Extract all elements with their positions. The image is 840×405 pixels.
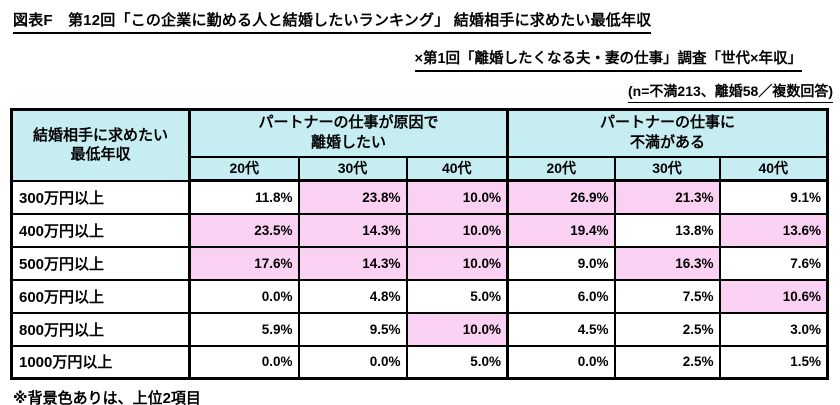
value-cell: 0.0% — [506, 344, 616, 380]
col-header-dissatisfied-30s: 30代 — [613, 156, 721, 182]
col-header-divorce-40s: 40代 — [405, 156, 509, 182]
income-survey-table: 結婚相手に求めたい 最低年収 パートナーの仕事が原因で 離婚したい パートナーの… — [10, 108, 830, 380]
value-cell: 11.8% — [188, 179, 300, 215]
figure-title: 図表F 第12回「この企業に勤める人と結婚したいランキング」 結婚相手に求めたい… — [13, 9, 652, 34]
value-cell: 4.8% — [297, 278, 408, 314]
value-cell: 10.6% — [718, 278, 829, 314]
value-cell: 23.5% — [188, 212, 300, 248]
value-cell: 14.3% — [297, 212, 408, 248]
value-cell: 2.5% — [613, 311, 721, 347]
value-cell: 5.9% — [188, 311, 300, 347]
row-label: 500万円以上 — [10, 245, 191, 281]
value-cell: 6.0% — [506, 278, 616, 314]
row-header-title: 結婚相手に求めたい 最低年収 — [10, 108, 191, 182]
value-cell: 5.0% — [405, 344, 509, 380]
row-label: 300万円以上 — [10, 179, 191, 215]
value-cell: 26.9% — [506, 179, 616, 215]
value-cell: 5.0% — [405, 278, 509, 314]
value-cell: 9.5% — [297, 311, 408, 347]
value-cell: 21.3% — [613, 179, 721, 215]
value-cell: 13.6% — [718, 212, 829, 248]
value-cell: 16.3% — [613, 245, 721, 281]
value-cell: 7.6% — [718, 245, 829, 281]
col-header-dissatisfied-40s: 40代 — [718, 156, 829, 182]
value-cell: 0.0% — [188, 344, 300, 380]
value-cell: 0.0% — [188, 278, 300, 314]
title-row: 図表F 第12回「この企業に勤める人と結婚したいランキング」 結婚相手に求めたい… — [13, 9, 840, 34]
subtitle-row: ×第1回「離婚したくなる夫・妻の仕事」調査「世代×年収」 — [0, 47, 802, 72]
table-row: 500万円以上 17.6% 14.3% 10.0% 9.0% 16.3% 7.6% — [10, 245, 829, 281]
value-cell: 4.5% — [506, 311, 616, 347]
group-header-divorce: パートナーの仕事が原因で 離婚したい — [188, 108, 509, 158]
value-cell: 10.0% — [405, 311, 509, 347]
value-cell: 9.1% — [718, 179, 829, 215]
row-label: 600万円以上 — [10, 278, 191, 314]
group-header-row: 結婚相手に求めたい 最低年収 パートナーの仕事が原因で 離婚したい パートナーの… — [10, 108, 829, 182]
col-header-divorce-30s: 30代 — [297, 156, 408, 182]
table-row: 600万円以上 0.0% 4.8% 5.0% 6.0% 7.5% 10.6% — [10, 278, 829, 314]
col-header-divorce-20s: 20代 — [188, 156, 300, 182]
value-cell: 14.3% — [297, 245, 408, 281]
value-cell: 19.4% — [506, 212, 616, 248]
row-label: 800万円以上 — [10, 311, 191, 347]
table-row: 1000万円以上 0.0% 0.0% 5.0% 0.0% 2.5% 1.5% — [10, 344, 829, 380]
value-cell: 9.0% — [506, 245, 616, 281]
highlight-footnote: ※背景色ありは、上位2項目 — [13, 390, 201, 405]
value-cell: 23.8% — [297, 179, 408, 215]
row-label: 400万円以上 — [10, 212, 191, 248]
value-cell: 10.0% — [405, 212, 509, 248]
value-cell: 2.5% — [613, 344, 721, 380]
value-cell: 7.5% — [613, 278, 721, 314]
sample-note-row: (n=不満213、離婚58／複数回答) — [0, 81, 833, 103]
age-header-row: 20代 30代 40代 20代 30代 40代 — [12, 156, 829, 182]
value-cell: 13.8% — [613, 212, 721, 248]
figure-subtitle: ×第1回「離婚したくなる夫・妻の仕事」調査「世代×年収」 — [414, 47, 802, 72]
col-header-dissatisfied-20s: 20代 — [506, 156, 616, 182]
sample-size-note: (n=不満213、離婚58／複数回答) — [628, 81, 833, 103]
figure-page: 図表F 第12回「この企業に勤める人と結婚したいランキング」 結婚相手に求めたい… — [0, 9, 840, 405]
row-label: 1000万円以上 — [10, 344, 191, 380]
table-row: 400万円以上 23.5% 14.3% 10.0% 19.4% 13.8% 13.6% — [10, 212, 829, 248]
table-row: 300万円以上 11.8% 23.8% 10.0% 26.9% 21.3% 9.1% — [10, 179, 829, 215]
table-row: 800万円以上 5.9% 9.5% 10.0% 4.5% 2.5% 3.0% — [10, 311, 829, 347]
value-cell: 10.0% — [405, 179, 509, 215]
value-cell: 1.5% — [718, 344, 829, 380]
value-cell: 10.0% — [405, 245, 509, 281]
group-header-dissatisfied: パートナーの仕事に 不満がある — [506, 108, 829, 158]
value-cell: 17.6% — [188, 245, 300, 281]
value-cell: 0.0% — [297, 344, 408, 380]
value-cell: 3.0% — [718, 311, 829, 347]
